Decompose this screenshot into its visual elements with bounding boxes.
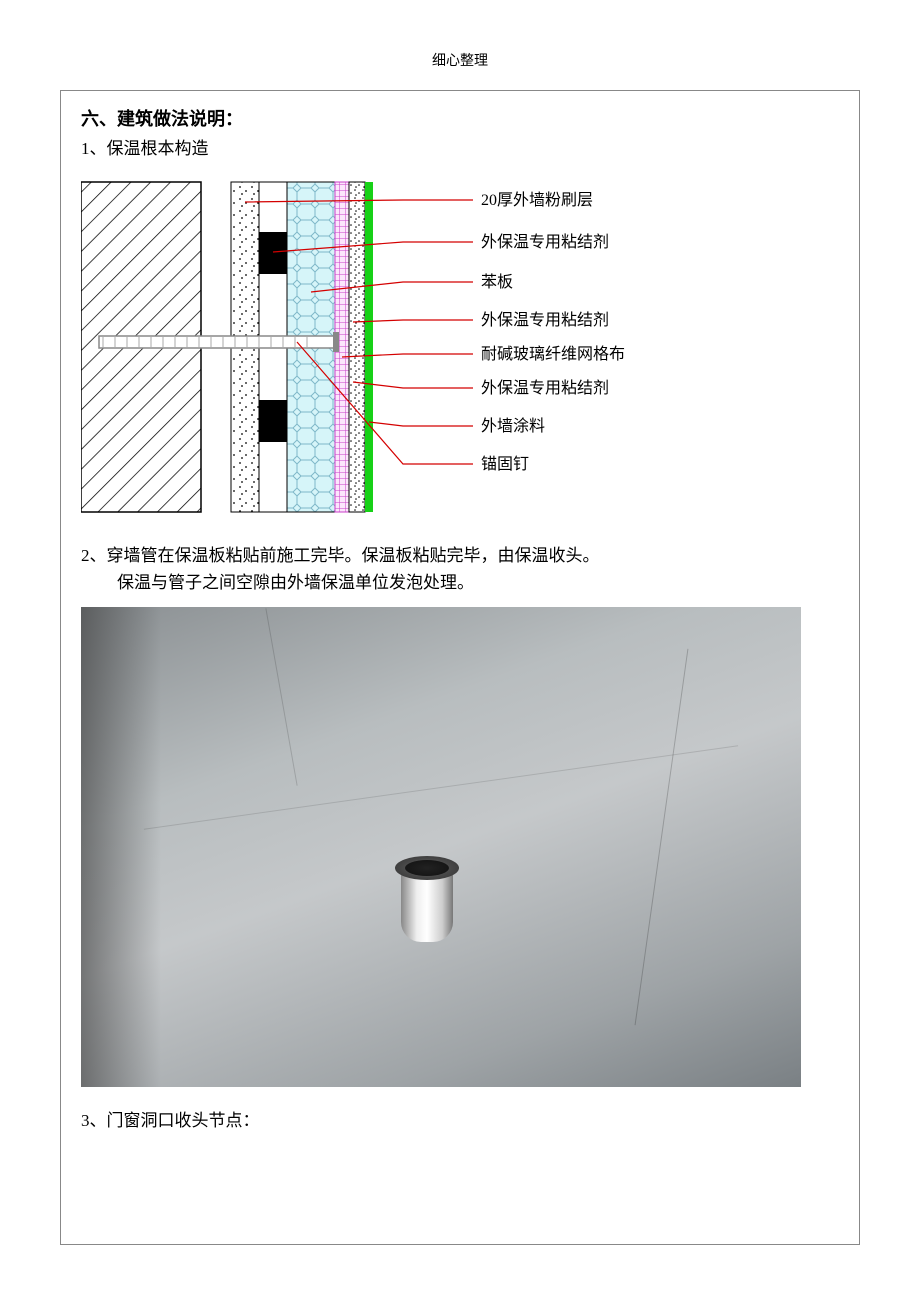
item-2-line1: 2、穿墙管在保温板粘贴前施工完毕。保温板粘贴完毕，由保温收头。 <box>81 546 600 565</box>
callout-label: 20厚外墙粉刷层 <box>481 191 593 209</box>
callout-label: 外保温专用粘结剂 <box>481 233 609 251</box>
diagram-svg: 20厚外墙粉刷层外保温专用粘结剂苯板外保温专用粘结剂耐碱玻璃纤维网格布外保温专用… <box>81 172 841 522</box>
insulation-diagram: 20厚外墙粉刷层外保温专用粘结剂苯板外保温专用粘结剂耐碱玻璃纤维网格布外保温专用… <box>81 172 839 522</box>
item-2-line2: 保温与管子之间空隙由外墙保温单位发泡处理。 <box>81 573 474 592</box>
callout-label: 锚固钉 <box>481 455 529 473</box>
photo-seam <box>144 745 738 829</box>
section-title: 六、建筑做法说明： <box>81 105 839 131</box>
item-3: 3、门窗洞口收头节点： <box>81 1107 839 1134</box>
item-1: 1、保温根本构造 <box>81 135 839 162</box>
wall-pipe-photo <box>81 607 801 1087</box>
page-header: 细心整理 <box>60 50 860 70</box>
photo-seam <box>265 608 297 785</box>
item-2: 2、穿墙管在保温板粘贴前施工完毕。保温板粘贴完毕，由保温收头。 保温与管子之间空… <box>81 542 839 596</box>
page: 细心整理 六、建筑做法说明： 1、保温根本构造 20厚外墙粉刷层外保温专用粘结剂… <box>0 0 920 1302</box>
callout-label: 苯板 <box>481 273 513 291</box>
callout-label: 耐碱玻璃纤维网格布 <box>481 345 625 363</box>
callout-label: 外保温专用粘结剂 <box>481 311 609 329</box>
callout-label: 外墙涂料 <box>481 417 545 435</box>
content-frame: 六、建筑做法说明： 1、保温根本构造 20厚外墙粉刷层外保温专用粘结剂苯板外保温… <box>60 90 860 1245</box>
pipe-protrusion <box>401 862 453 942</box>
photo-seam <box>635 648 689 1024</box>
callout-label: 外保温专用粘结剂 <box>481 379 609 397</box>
